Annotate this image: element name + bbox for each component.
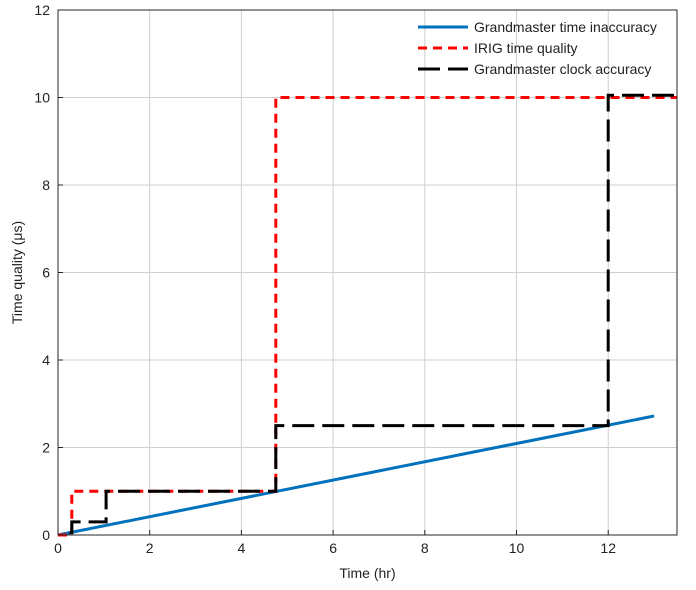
series-line-1 [57,414,655,537]
y-tick-label: 6 [42,265,50,281]
x-tick-label: 12 [600,540,616,556]
legend-label: IRIG time quality [474,40,577,56]
series-line-3 [69,93,677,535]
x-tick-label: 4 [238,540,246,556]
legend-label: Grandmaster clock accuracy [474,61,651,77]
series-line-2 [58,96,677,537]
y-axis-label: Time quality (μs) [9,221,25,324]
grid [57,9,677,536]
x-axis-label: Time (hr) [339,565,395,581]
y-tick-label: 12 [34,2,50,18]
series-lines [57,93,677,537]
y-tick-label: 10 [34,90,50,106]
y-tick-label: 8 [42,177,50,193]
x-tick-label: 0 [54,540,62,556]
y-tick-label: 0 [42,527,50,543]
legend-label: Grandmaster time inaccuracy [474,19,657,35]
y-tick-label: 2 [42,440,50,456]
y-tick-label: 4 [42,352,50,368]
legend: Grandmaster time inaccuracy IRIG time qua… [418,19,657,77]
x-tick-label: 10 [509,540,525,556]
x-tick-label: 8 [421,540,429,556]
x-tick-label: 2 [146,540,154,556]
tick-labels: 0 2 4 6 8 10 12 0 2 4 6 8 10 12 [34,2,616,556]
x-tick-label: 6 [329,540,337,556]
